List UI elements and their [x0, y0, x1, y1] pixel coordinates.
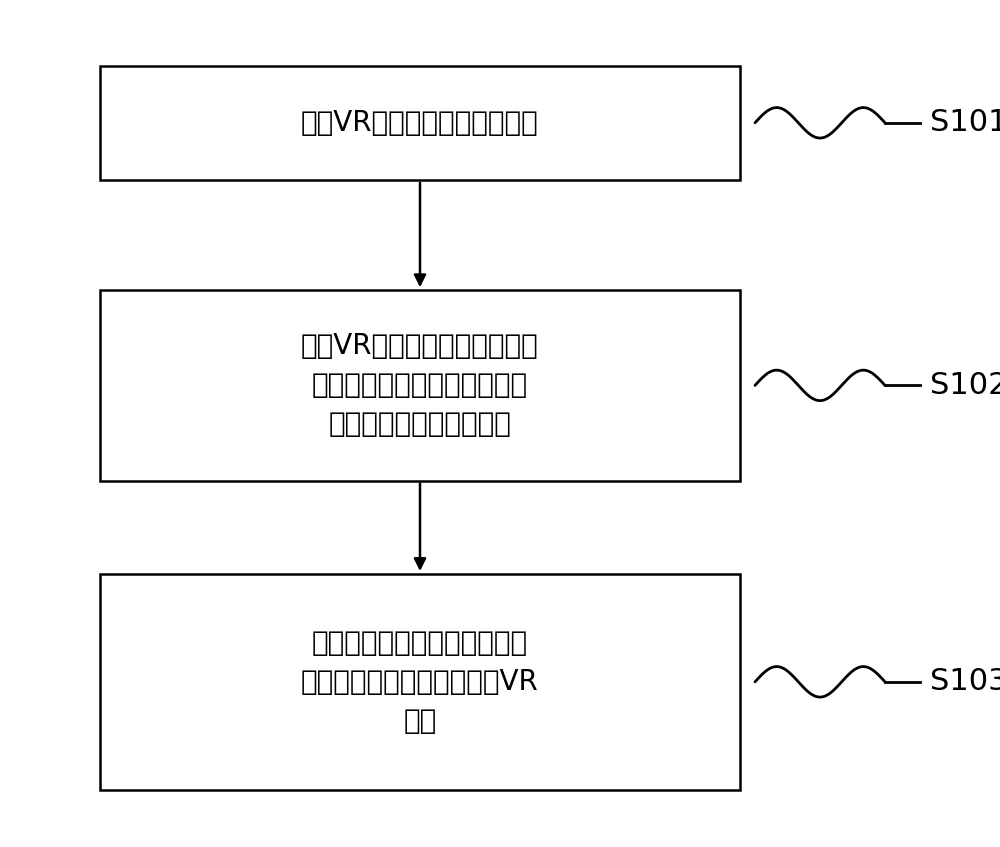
Text: 将第一视频图像进行编码，并
将编码后的视频图像发送给VR
设备: 将第一视频图像进行编码，并 将编码后的视频图像发送给VR 设备: [301, 628, 539, 735]
Text: S101: S101: [930, 108, 1000, 137]
Bar: [100, 574, 740, 789]
Text: S102: S102: [930, 371, 1000, 400]
Text: S103: S103: [930, 667, 1000, 696]
Bar: [100, 66, 740, 180]
Text: 接收VR设备的朝向和位置信息: 接收VR设备的朝向和位置信息: [301, 108, 539, 137]
Bar: [100, 290, 740, 480]
Text: 根据VR设备的朝向和位置信息
，采集全景视频图像中的部分
像素，生成第一视频图像: 根据VR设备的朝向和位置信息 ，采集全景视频图像中的部分 像素，生成第一视频图像: [301, 332, 539, 439]
